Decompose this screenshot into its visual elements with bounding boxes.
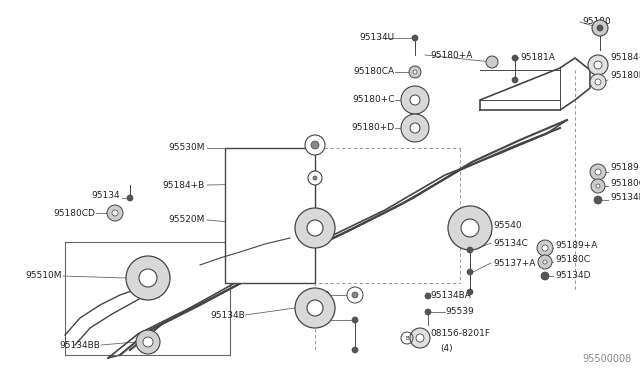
Circle shape xyxy=(542,245,548,251)
Text: 95500008: 95500008 xyxy=(583,354,632,364)
Circle shape xyxy=(592,20,608,36)
Circle shape xyxy=(143,337,153,347)
Circle shape xyxy=(410,95,420,105)
Text: 95137: 95137 xyxy=(301,315,330,324)
Circle shape xyxy=(295,288,335,328)
Text: 95134: 95134 xyxy=(92,192,120,201)
Circle shape xyxy=(425,293,431,299)
Circle shape xyxy=(112,210,118,216)
Text: 95180CD: 95180CD xyxy=(53,208,95,218)
Circle shape xyxy=(416,334,424,342)
Text: 95180N: 95180N xyxy=(610,71,640,80)
Text: 95530M: 95530M xyxy=(168,144,205,153)
Circle shape xyxy=(596,184,600,188)
Text: 95134B: 95134B xyxy=(211,311,245,320)
Circle shape xyxy=(590,74,606,90)
Circle shape xyxy=(352,347,358,353)
Circle shape xyxy=(590,164,606,180)
Circle shape xyxy=(595,79,601,85)
Text: 95520M: 95520M xyxy=(168,215,205,224)
Circle shape xyxy=(347,287,363,303)
Text: 95510M: 95510M xyxy=(26,272,62,280)
Text: B: B xyxy=(405,336,409,340)
Text: 95180+C: 95180+C xyxy=(353,96,395,105)
Text: 95189: 95189 xyxy=(610,164,639,173)
Circle shape xyxy=(352,292,358,298)
Circle shape xyxy=(307,220,323,236)
Text: 95134U: 95134U xyxy=(360,33,395,42)
Text: 95180CA: 95180CA xyxy=(354,67,395,77)
Text: 95180+D: 95180+D xyxy=(352,124,395,132)
Circle shape xyxy=(425,309,431,315)
Circle shape xyxy=(467,269,473,275)
Text: 95134D: 95134D xyxy=(555,270,591,279)
Circle shape xyxy=(591,179,605,193)
Text: 95134BA: 95134BA xyxy=(430,292,471,301)
Circle shape xyxy=(107,205,123,221)
Circle shape xyxy=(410,123,420,133)
Circle shape xyxy=(467,247,473,253)
Text: 95137+A: 95137+A xyxy=(493,259,536,267)
Text: 95180C: 95180C xyxy=(610,179,640,187)
Text: 95189+A: 95189+A xyxy=(555,241,597,250)
Text: 95184+A: 95184+A xyxy=(610,54,640,62)
Circle shape xyxy=(538,255,552,269)
Circle shape xyxy=(136,330,160,354)
Circle shape xyxy=(448,206,492,250)
Circle shape xyxy=(412,35,418,41)
Circle shape xyxy=(127,195,133,201)
Circle shape xyxy=(512,55,518,61)
Circle shape xyxy=(352,317,358,323)
Circle shape xyxy=(312,210,318,216)
Text: 95134C: 95134C xyxy=(493,238,528,247)
Circle shape xyxy=(295,208,335,248)
Circle shape xyxy=(307,300,323,316)
Text: (4): (4) xyxy=(440,343,452,353)
Text: 95180C: 95180C xyxy=(555,256,590,264)
Circle shape xyxy=(543,260,547,264)
Circle shape xyxy=(512,77,518,83)
Circle shape xyxy=(597,25,603,31)
Text: 95134BB: 95134BB xyxy=(59,340,100,350)
Circle shape xyxy=(308,171,322,185)
Circle shape xyxy=(537,240,553,256)
Circle shape xyxy=(126,256,170,300)
Circle shape xyxy=(486,56,498,68)
Circle shape xyxy=(413,70,417,74)
Circle shape xyxy=(401,114,429,142)
Circle shape xyxy=(401,86,429,114)
Text: 95140: 95140 xyxy=(301,291,330,299)
Bar xyxy=(225,148,315,283)
Text: 95540: 95540 xyxy=(493,221,522,230)
Circle shape xyxy=(311,141,319,149)
Text: 95180+A: 95180+A xyxy=(430,51,472,60)
Circle shape xyxy=(305,135,325,155)
Text: 95181A: 95181A xyxy=(520,54,555,62)
Text: 95180: 95180 xyxy=(582,17,611,26)
Text: 95184+B: 95184+B xyxy=(163,180,205,189)
Circle shape xyxy=(139,269,157,287)
Circle shape xyxy=(594,61,602,69)
Circle shape xyxy=(595,169,601,175)
Text: 95539: 95539 xyxy=(445,308,474,317)
Circle shape xyxy=(409,66,421,78)
Circle shape xyxy=(410,328,430,348)
Circle shape xyxy=(594,196,602,204)
Circle shape xyxy=(541,272,549,280)
Circle shape xyxy=(461,219,479,237)
Circle shape xyxy=(588,55,608,75)
Text: 95134B: 95134B xyxy=(610,193,640,202)
Text: 08156-8201F: 08156-8201F xyxy=(430,330,490,339)
Circle shape xyxy=(467,289,473,295)
Circle shape xyxy=(313,176,317,180)
